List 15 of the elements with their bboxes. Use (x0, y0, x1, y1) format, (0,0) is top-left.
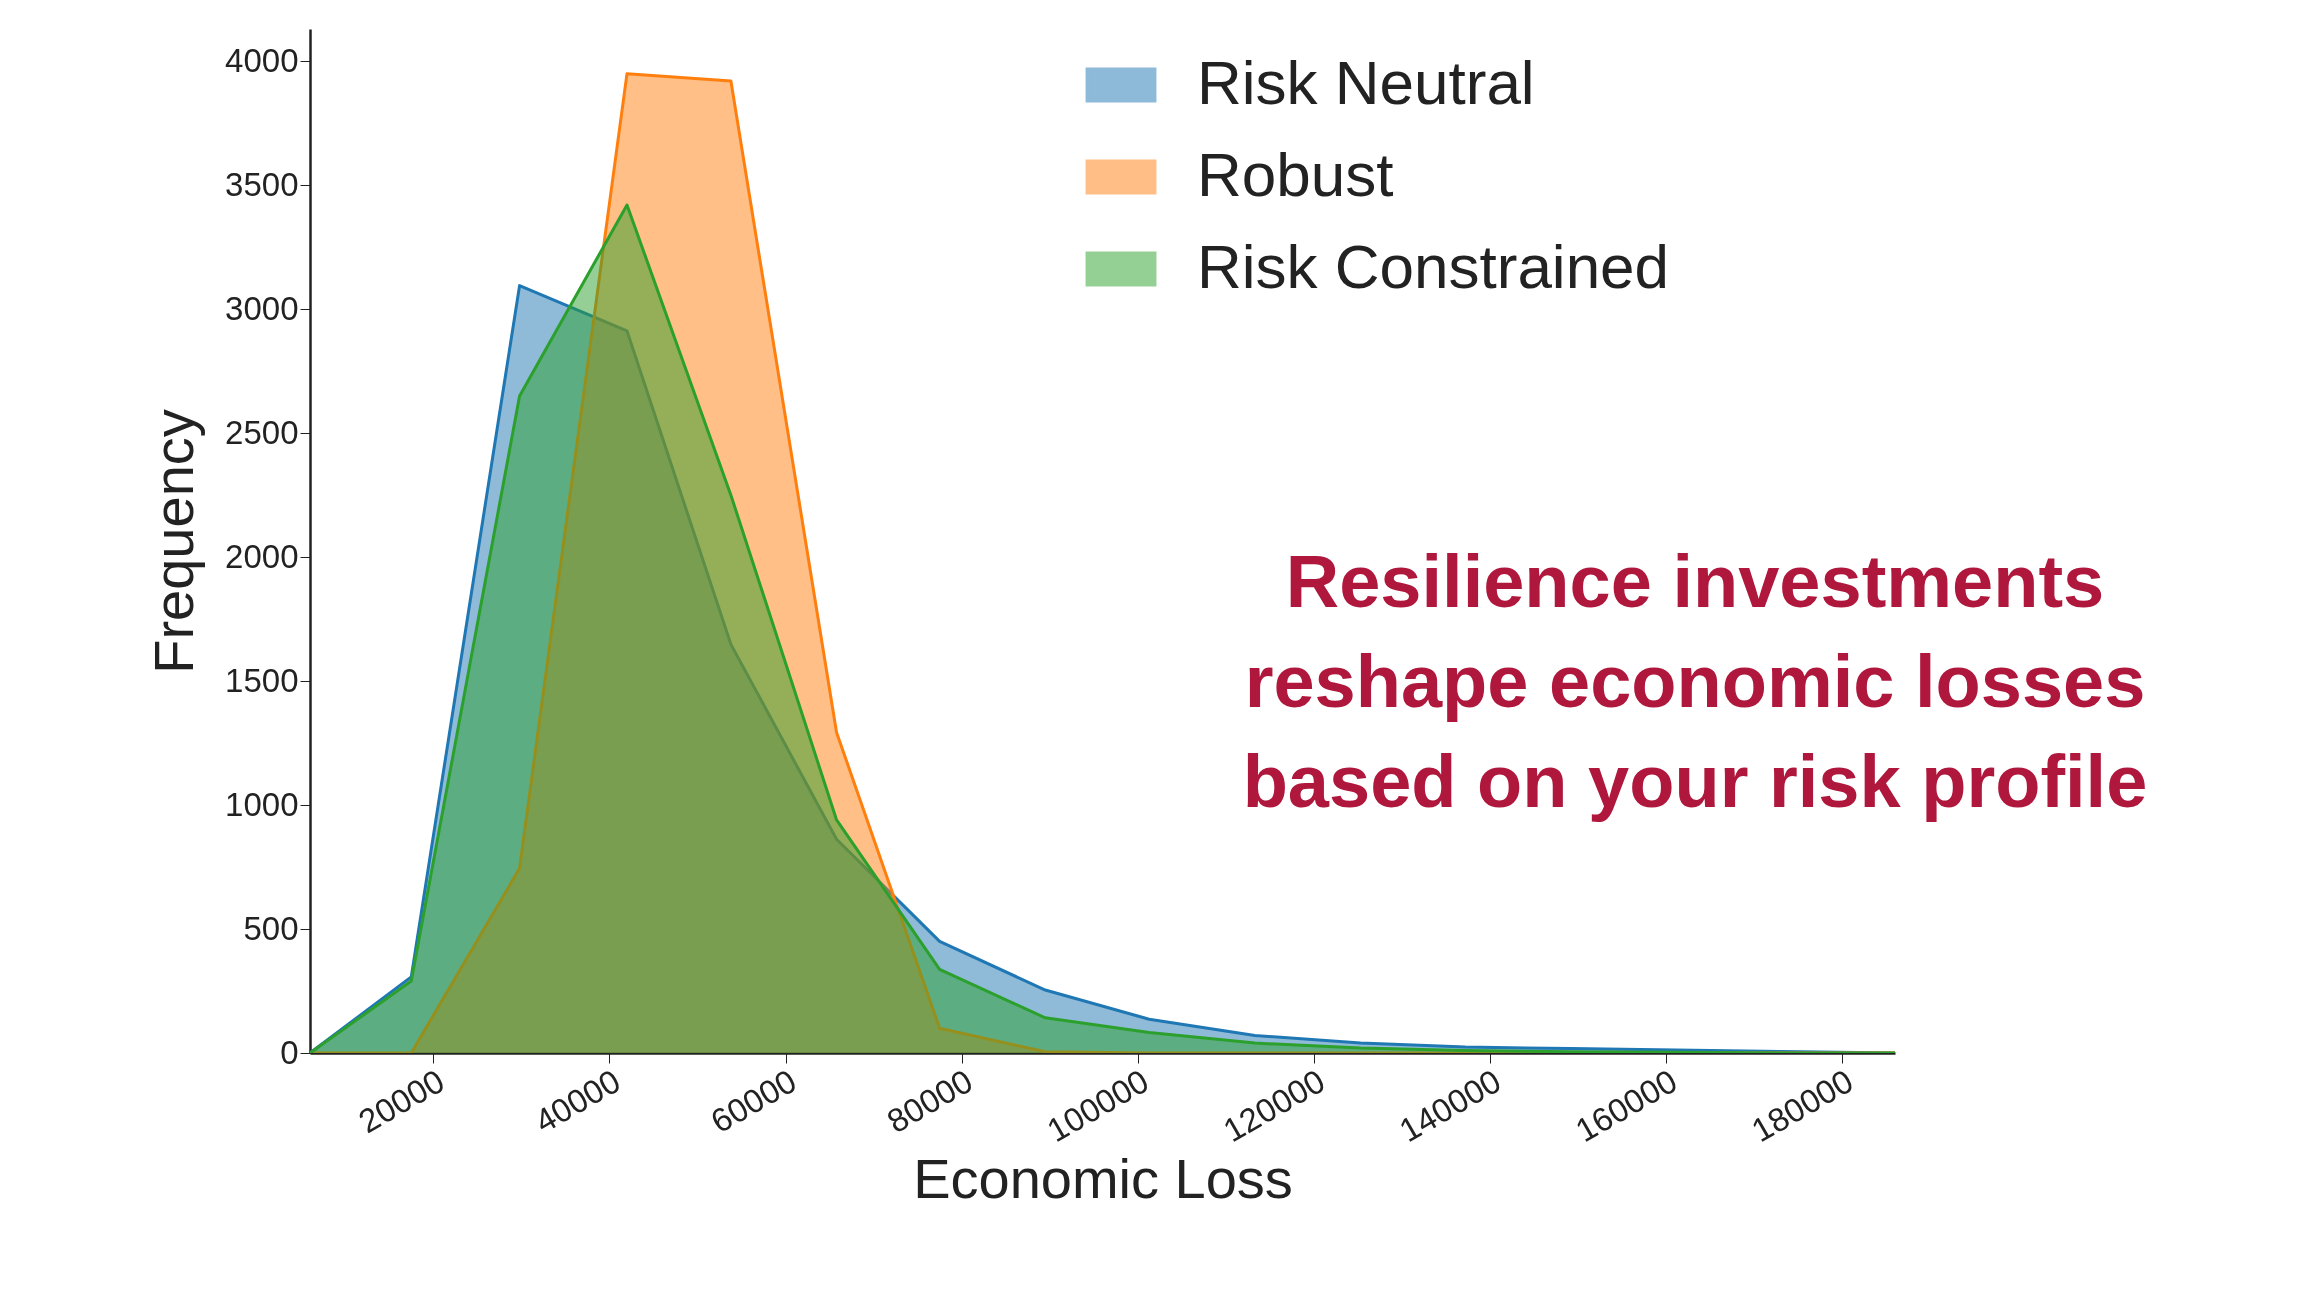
y-axis-title: Frequency (142, 409, 206, 674)
y-tick-label: 500 (243, 909, 299, 947)
y-tick-label: 1000 (225, 785, 299, 823)
annotation: Resilience investments reshape economic losses based on your risk profile (1242, 540, 2148, 823)
legend-label: Risk Constrained (1197, 232, 1670, 301)
y-tick-label: 4000 (225, 41, 299, 79)
x-axis-title: Economic Loss (913, 1147, 1293, 1211)
y-tick-label: 3500 (225, 165, 299, 203)
y-tick-label: 1500 (225, 661, 299, 699)
y-tick-label: 0 (280, 1033, 299, 1071)
y-tick-label: 2500 (225, 413, 299, 451)
legend-label: Risk Neutral (1197, 48, 1535, 117)
y-tick-label: 3000 (225, 289, 299, 327)
y-tick-label: 2000 (225, 537, 299, 575)
legend-label: Robust (1197, 140, 1394, 209)
